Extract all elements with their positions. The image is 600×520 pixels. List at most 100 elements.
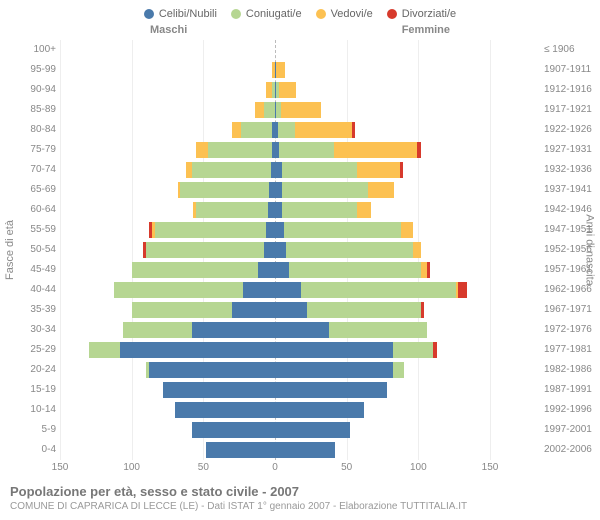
- pyramid-row: [60, 180, 490, 200]
- pyramid-row: [60, 420, 490, 440]
- bar-male: [196, 142, 275, 158]
- gender-headers: Maschi Femmine: [0, 24, 600, 40]
- legend-swatch-divorziati: [387, 9, 397, 19]
- birth-label: 1907-1911: [544, 60, 600, 80]
- pyramid-row: [60, 80, 490, 100]
- bar-segment: [275, 322, 329, 338]
- chart-subtitle: COMUNE DI CAPRARICA DI LECCE (LE) - Dati…: [10, 501, 590, 512]
- bar-segment: [266, 222, 275, 238]
- age-label: 10-14: [0, 400, 56, 420]
- x-tick: 150: [482, 462, 499, 473]
- age-label: 50-54: [0, 240, 56, 260]
- bar-segment: [275, 442, 335, 458]
- chart-title: Popolazione per età, sesso e stato civil…: [10, 484, 590, 499]
- bar-segment: [413, 242, 422, 258]
- bar-male: [178, 182, 275, 198]
- bar-segment: [275, 302, 307, 318]
- bar-segment: [427, 262, 430, 278]
- header-male: Maschi: [150, 24, 187, 36]
- legend-swatch-vedovi: [316, 9, 326, 19]
- bar-male: [132, 262, 275, 278]
- birth-label: 1982-1986: [544, 360, 600, 380]
- x-tick: 150: [52, 462, 69, 473]
- bar-male: [114, 282, 275, 298]
- birth-label: 1997-2001: [544, 420, 600, 440]
- pyramid-row: [60, 160, 490, 180]
- age-label: 20-24: [0, 360, 56, 380]
- x-tick: 100: [123, 462, 140, 473]
- bar-segment: [89, 342, 121, 358]
- bar-female: [275, 62, 285, 78]
- bar-female: [275, 302, 424, 318]
- birth-label: 1972-1976: [544, 320, 600, 340]
- bar-male: [149, 222, 275, 238]
- bar-segment: [132, 262, 258, 278]
- grid-line: [490, 40, 491, 460]
- bar-female: [275, 382, 387, 398]
- header-female: Femmine: [402, 24, 450, 36]
- legend-item: Vedovi/e: [316, 8, 373, 20]
- bar-male: [193, 202, 275, 218]
- bar-segment: [264, 102, 275, 118]
- bar-female: [275, 102, 321, 118]
- bar-male: [192, 422, 275, 438]
- bar-segment: [275, 422, 350, 438]
- bar-segment: [284, 222, 402, 238]
- bar-segment: [175, 402, 275, 418]
- bar-female: [275, 322, 427, 338]
- bar-segment: [275, 242, 286, 258]
- bar-segment: [180, 182, 269, 198]
- bar-male: [206, 442, 275, 458]
- legend-label: Coniugati/e: [246, 8, 302, 20]
- bar-segment: [192, 422, 275, 438]
- birth-label: 1957-1961: [544, 260, 600, 280]
- birth-label: 1922-1926: [544, 120, 600, 140]
- bar-segment: [281, 102, 321, 118]
- birth-label: 1952-1956: [544, 240, 600, 260]
- x-tick: 100: [410, 462, 427, 473]
- bar-female: [275, 262, 430, 278]
- bar-segment: [258, 262, 275, 278]
- age-label: 25-29: [0, 340, 56, 360]
- legend-swatch-celibi: [144, 9, 154, 19]
- age-label: 15-19: [0, 380, 56, 400]
- bar-segment: [329, 322, 426, 338]
- bar-female: [275, 142, 421, 158]
- bar-segment: [146, 242, 264, 258]
- bar-male: [163, 382, 275, 398]
- pyramid-row: [60, 320, 490, 340]
- bar-female: [275, 282, 467, 298]
- bar-segment: [192, 162, 271, 178]
- bar-segment: [401, 222, 412, 238]
- bar-female: [275, 222, 413, 238]
- birth-label: 1947-1951: [544, 220, 600, 240]
- bar-segment: [255, 102, 264, 118]
- pyramid-chart: Fasce di età Anni di nascita 100+≤ 19069…: [0, 40, 600, 460]
- x-tick: 50: [341, 462, 352, 473]
- birth-label: 1942-1946: [544, 200, 600, 220]
- age-label: 40-44: [0, 280, 56, 300]
- pyramid-row: [60, 440, 490, 460]
- bar-male: [175, 402, 275, 418]
- pyramid-row: [60, 100, 490, 120]
- pyramid-row: [60, 400, 490, 420]
- bar-segment: [196, 142, 207, 158]
- bar-segment: [268, 202, 275, 218]
- pyramid-row: [60, 140, 490, 160]
- age-label: 100+: [0, 40, 56, 60]
- age-label: 45-49: [0, 260, 56, 280]
- pyramid-row: [60, 200, 490, 220]
- bar-female: [275, 122, 355, 138]
- bar-segment: [163, 382, 275, 398]
- bar-male: [255, 102, 275, 118]
- bar-segment: [393, 362, 404, 378]
- bar-segment: [282, 162, 357, 178]
- age-label: 55-59: [0, 220, 56, 240]
- bar-female: [275, 342, 437, 358]
- birth-label: 1932-1936: [544, 160, 600, 180]
- bar-female: [275, 402, 364, 418]
- pyramid-row: [60, 300, 490, 320]
- bar-segment: [282, 202, 357, 218]
- birth-label: 1962-1966: [544, 280, 600, 300]
- pyramid-row: [60, 40, 490, 60]
